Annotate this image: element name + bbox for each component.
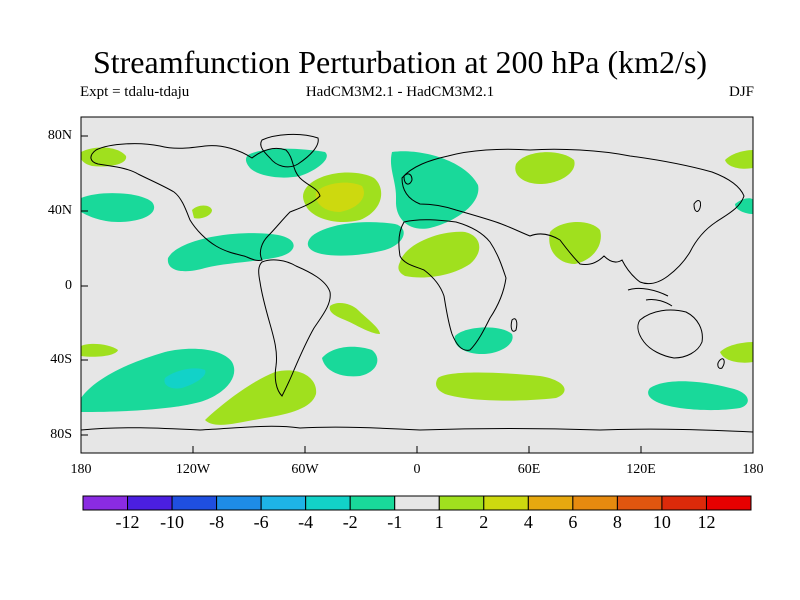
contour-neg-s-indian: [648, 381, 748, 411]
colorbar-label: 12: [697, 512, 716, 532]
colorbar-label: 6: [568, 512, 578, 532]
colorbar-label: -8: [209, 512, 225, 532]
anomaly-contours: [81, 147, 753, 425]
x-label-180e: 180: [742, 462, 764, 477]
contour-pos4-n-atlantic: [315, 182, 364, 212]
coast-africa: [398, 219, 507, 351]
colorbar-swatch: [616, 495, 663, 511]
contour-pos-india: [549, 221, 601, 264]
contour-pos-s-america-tongue: [329, 303, 380, 334]
colorbar-swatch: [394, 495, 440, 511]
x-label-60e: 60E: [517, 462, 541, 477]
contour-pos-tiny-w-atl: [81, 343, 118, 357]
contour-pos-w-na: [192, 205, 212, 219]
colorbar-swatch: [483, 495, 529, 511]
colorbar-label: 8: [612, 512, 622, 532]
x-ticks: [192, 446, 642, 453]
coast-japan: [693, 200, 701, 212]
x-label-180w: 180: [70, 462, 92, 477]
coast-eurasia: [401, 148, 745, 285]
colorbar-label: -4: [298, 512, 314, 532]
coast-indonesia: [627, 287, 673, 307]
contour-neg-n-pacific: [81, 193, 155, 222]
contour-pos-siberia: [515, 152, 575, 184]
colorbar-swatch: [349, 495, 396, 511]
colorbar-label: -1: [387, 512, 403, 532]
contour-neg-s-atlantic: [322, 346, 378, 377]
chart-title: Streamfunction Perturbation at 200 hPa (…: [92, 44, 708, 80]
coast-madagascar: [510, 318, 518, 332]
coast-north-america: [90, 143, 321, 261]
y-label-0: 0: [65, 278, 72, 293]
y-label-40n: 40N: [47, 203, 72, 218]
colorbar-swatch: [527, 495, 574, 511]
season-label: DJF: [728, 84, 754, 100]
colorbar-swatch: [705, 495, 752, 511]
experiment-label: Expt = tdalu-tdaju: [80, 84, 190, 100]
colorbar-swatch: [216, 495, 262, 511]
x-label-120w: 120W: [175, 462, 211, 477]
contour-neg-nw-pacific-edge: [735, 198, 753, 214]
contour-neg-greenland: [245, 148, 327, 178]
y-label-80n: 80N: [47, 128, 72, 143]
coast-new-zealand: [717, 358, 725, 369]
colorbar-swatch: [82, 495, 129, 511]
colorbar-label: -6: [253, 512, 269, 532]
y-label-40s: 40S: [50, 352, 72, 367]
coast-uk: [403, 173, 413, 185]
contour-pos-s-pacific-edge: [720, 342, 753, 363]
colorbar-swatch: [171, 495, 218, 511]
colorbar: [82, 495, 752, 511]
colorbar-label: 10: [652, 512, 671, 532]
colorbar-swatch: [572, 495, 618, 511]
colorbar-label: 4: [523, 512, 533, 532]
colorbar-label: 2: [479, 512, 489, 532]
coast-south-america: [258, 259, 331, 397]
colorbar-label: 1: [434, 512, 444, 532]
coast-antarctica: [81, 425, 753, 433]
colorbar-swatch: [661, 495, 707, 511]
y-label-80s: 80S: [50, 427, 72, 442]
contour-neg-s-pacific: [81, 348, 235, 412]
x-label-60w: 60W: [291, 462, 319, 477]
colorbar-swatch: [127, 495, 173, 511]
colorbar-label: -12: [115, 512, 140, 532]
contour-neg-s-africa: [454, 327, 513, 354]
coastlines: [81, 133, 753, 433]
colorbar-swatch: [305, 495, 351, 511]
x-label-0: 0: [413, 462, 421, 477]
coast-greenland: [260, 133, 319, 168]
contour-pos-sahara: [398, 231, 480, 278]
colorbar-swatch: [438, 495, 485, 511]
x-label-120e: 120E: [626, 462, 656, 477]
contour-pos-s-indian: [436, 372, 565, 401]
colorbar-label: -10: [160, 512, 185, 532]
contour-neg-n-atlantic-europe: [390, 151, 479, 229]
contour-pos-ne-pacific-edge: [725, 150, 753, 169]
colorbar-label: -2: [342, 512, 358, 532]
colorbar-swatch: [260, 495, 307, 511]
contour-neg-w-atlantic: [307, 222, 404, 256]
contour-neg2-s-pacific: [164, 368, 206, 389]
coast-australia: [637, 309, 703, 359]
models-label: HadCM3M2.1 - HadCM3M2.1: [305, 84, 495, 100]
y-ticks: [81, 135, 88, 436]
